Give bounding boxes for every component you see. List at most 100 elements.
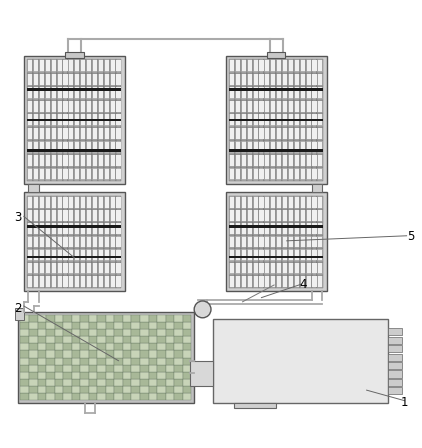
Bar [46, 60, 50, 71]
Bar [45, 86, 51, 99]
Bar [229, 235, 235, 249]
Bar [306, 222, 311, 235]
Bar [295, 155, 299, 166]
Bar [20, 393, 29, 400]
Bar [300, 250, 305, 260]
Bar [317, 167, 323, 181]
Bar [265, 127, 271, 140]
Bar [229, 196, 235, 209]
Bar [28, 101, 32, 112]
Bar [300, 262, 306, 275]
Bar [229, 222, 235, 235]
Bar [282, 167, 288, 181]
Bar [75, 210, 79, 221]
Bar [97, 350, 106, 358]
Bar [116, 210, 121, 221]
Bar [111, 224, 115, 234]
Bar [260, 74, 263, 85]
Bar [29, 350, 38, 358]
Bar [57, 167, 62, 181]
Bar [57, 87, 62, 98]
Bar [242, 210, 246, 221]
Bar [81, 237, 85, 247]
Bar [87, 101, 91, 112]
Text: 3: 3 [14, 211, 21, 224]
Bar [89, 344, 97, 350]
Bar [93, 101, 97, 112]
Bar [248, 237, 252, 247]
Bar [229, 149, 323, 151]
Bar [265, 101, 269, 112]
Bar [174, 372, 183, 379]
Bar [27, 154, 33, 167]
Bar [99, 197, 103, 208]
Bar [27, 196, 122, 288]
Bar [265, 168, 269, 179]
Bar [283, 74, 287, 85]
Bar [289, 250, 293, 260]
Bar [110, 73, 116, 86]
Bar [99, 250, 103, 260]
Bar [289, 224, 293, 234]
Bar [63, 344, 72, 350]
Bar [311, 222, 317, 235]
Bar [259, 167, 265, 181]
Bar [27, 225, 122, 228]
Bar [104, 196, 110, 209]
Bar [74, 209, 80, 222]
Bar [54, 379, 63, 386]
Bar [38, 365, 46, 372]
Bar [33, 249, 39, 262]
Bar [312, 155, 316, 166]
Bar [116, 168, 121, 179]
Bar [236, 101, 240, 112]
Bar [277, 142, 281, 152]
Bar [157, 379, 165, 386]
Bar [157, 393, 165, 400]
Bar [295, 224, 299, 234]
Bar [93, 128, 97, 139]
Bar [276, 275, 282, 288]
Bar [389, 370, 402, 378]
Bar [265, 222, 271, 235]
Bar [40, 115, 44, 125]
Bar [40, 276, 44, 287]
Bar [46, 250, 50, 260]
Bar [259, 209, 265, 222]
Bar [259, 275, 265, 288]
Bar [110, 275, 116, 288]
Bar [20, 386, 29, 393]
Bar [288, 113, 294, 127]
Bar [72, 386, 80, 393]
Bar [132, 322, 140, 329]
Bar [306, 209, 311, 222]
Bar [289, 210, 293, 221]
Bar [317, 249, 323, 262]
Bar [253, 209, 259, 222]
Bar [276, 167, 282, 181]
Bar [80, 344, 89, 350]
Bar [62, 196, 68, 209]
Bar [99, 155, 103, 166]
Bar [149, 350, 157, 358]
Bar [99, 224, 103, 234]
Bar [259, 140, 265, 154]
Bar [80, 386, 89, 393]
Bar [265, 115, 269, 125]
Bar [116, 59, 122, 73]
Bar [89, 372, 97, 379]
Bar [18, 312, 194, 403]
Bar [93, 250, 97, 260]
Bar [242, 60, 246, 71]
Bar [34, 197, 38, 208]
Bar [110, 86, 116, 99]
Bar [271, 276, 275, 287]
Bar [33, 73, 39, 86]
Bar [288, 249, 294, 262]
Bar [116, 222, 122, 235]
Bar [174, 393, 183, 400]
Bar [271, 115, 275, 125]
Bar [271, 155, 275, 166]
Bar [87, 142, 91, 152]
Bar [300, 209, 306, 222]
